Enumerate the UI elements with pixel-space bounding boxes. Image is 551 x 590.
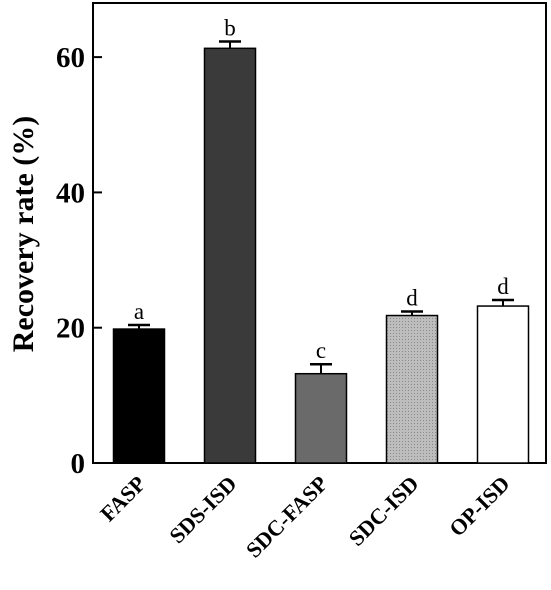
significance-letter: b [224,16,236,41]
y-tick-label: 40 [56,177,85,209]
x-category-label: SDS-ISD [164,471,241,548]
y-tick-label: 0 [71,448,86,480]
x-category-label: OP-ISD [444,471,514,541]
y-ticks: 0 20 40 60 [56,42,102,480]
significance-letter: a [134,299,144,324]
significance-letter: d [406,285,418,310]
significance-letter: c [316,338,326,363]
bar-sdc-fasp [294,372,348,464]
bar-sds-isd [203,47,257,464]
significance-letter: d [497,274,509,299]
x-category-label: SDC-FASP [241,471,333,563]
x-category-label: FASP [95,471,150,526]
x-category-label: SDC-ISD [344,471,424,551]
significance-letters: a b c d d [134,16,509,364]
y-tick-label: 20 [56,313,85,345]
bar-sdc-isd [385,314,439,464]
x-category-labels: FASP SDS-ISD SDC-FASP SDC-ISD OP-ISD [95,471,514,563]
y-axis-title: Recovery rate (%) [7,116,40,353]
error-bars [128,40,514,374]
bar-fasp [112,328,166,464]
bars [112,47,530,464]
y-tick-label: 60 [56,42,85,74]
bar-op-isd [476,305,530,464]
